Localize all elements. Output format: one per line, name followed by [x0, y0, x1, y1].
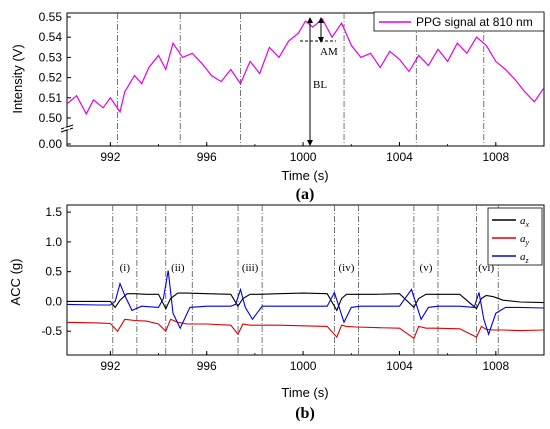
ppg-panel: 0.00 0.50 0.51 0.52 0.53 0.54 0.55 992 996 1000 1…	[10, 10, 545, 203]
acc-y-tick-label: 1.5	[45, 205, 62, 219]
acc-plot-frame	[66, 204, 545, 356]
acc-x-tick-label: 1000	[290, 359, 317, 373]
acc-series-az-line	[66, 270, 545, 336]
acc-x-tick-label: 996	[197, 359, 217, 373]
acc-segment-label: (iii)	[242, 262, 259, 274]
ppg-x-tick-label: 1004	[386, 150, 413, 164]
acc-x-tick-label: 992	[100, 359, 120, 373]
ppg-vline-group	[117, 13, 485, 146]
y-axis-break	[60, 124, 74, 133]
ppg-y-tick-label: 0.51	[39, 91, 63, 105]
ppg-y-tick-label: 0.00	[39, 137, 63, 151]
acc-legend-label-ax: ax	[520, 215, 530, 229]
acc-vline-group	[112, 205, 499, 355]
ppg-plot-frame	[66, 12, 545, 147]
acc-y-tick-labels: -0.5 0.0 0.5 1.0 1.5	[41, 205, 62, 338]
ppg-legend: PPG signal at 810 nm	[373, 11, 545, 32]
acc-panel-label: (b)	[295, 405, 315, 422]
acc-x-tick-label: 1004	[386, 359, 413, 373]
ppg-x-axis-title: Time (s)	[281, 168, 328, 183]
ppg-x-tick-label: 1000	[290, 150, 317, 164]
acc-legend-label-ay: ay	[520, 233, 530, 247]
acc-segment-label: (iv)	[339, 262, 355, 274]
acc-series-ay-line	[66, 318, 545, 340]
ppg-y-tick-label: 0.53	[39, 50, 63, 64]
ppg-y-tick-label: 0.54	[39, 30, 63, 44]
acc-series-ax-line	[67, 292, 545, 312]
ppg-y-tick-label: 0.52	[39, 71, 63, 85]
acc-x-tick-labels: 992 996 1000 1004 1008	[100, 359, 509, 373]
acc-y-tick-label: 1.0	[45, 235, 62, 249]
ppg-y-axis-title: Intensity (V)	[10, 44, 25, 113]
ppg-legend-label: PPG signal at 810 nm	[416, 15, 533, 29]
ppg-panel-label: (a)	[296, 186, 315, 203]
acc-x-axis-title: Time (s)	[281, 385, 328, 400]
amplitude-annotation: AM	[300, 17, 338, 58]
baseline-annotation: BL	[307, 17, 327, 146]
ppg-x-tick-label: 996	[197, 150, 217, 164]
acc-x-tick-label: 1008	[482, 359, 509, 373]
acc-y-axis-title: ACC (g)	[8, 259, 23, 306]
acc-legend: ax ay az	[487, 207, 543, 266]
bl-label: BL	[313, 79, 327, 91]
acc-panel: -0.5 0.0 0.5 1.0 1.5 992 996 1000 1004 1008 (i) (…	[8, 204, 545, 422]
acc-segment-label: (ii)	[171, 262, 185, 274]
ppg-x-tick-labels: 992 996 1000 1004 1008	[100, 150, 509, 164]
ppg-y-tick-label: 0.50	[39, 111, 63, 125]
ppg-y-tick-labels: 0.00 0.50 0.51 0.52 0.53 0.54 0.55	[39, 10, 63, 151]
acc-y-tick-label: 0.5	[45, 265, 62, 279]
acc-y-tick-label: -0.5	[41, 324, 62, 338]
acc-y-tick-label: 0.0	[45, 294, 62, 308]
acc-tick-group	[67, 211, 545, 355]
am-label: AM	[320, 46, 338, 58]
acc-segment-label: (i)	[120, 262, 131, 274]
acc-segment-label: (v)	[420, 262, 433, 274]
ppg-tick-group	[67, 16, 545, 146]
ppg-y-tick-label: 0.55	[39, 10, 63, 24]
ppg-x-tick-label: 992	[100, 150, 120, 164]
ppg-series-line	[66, 18, 545, 116]
ppg-x-tick-label: 1008	[482, 150, 509, 164]
acc-legend-label-az: az	[520, 251, 530, 265]
